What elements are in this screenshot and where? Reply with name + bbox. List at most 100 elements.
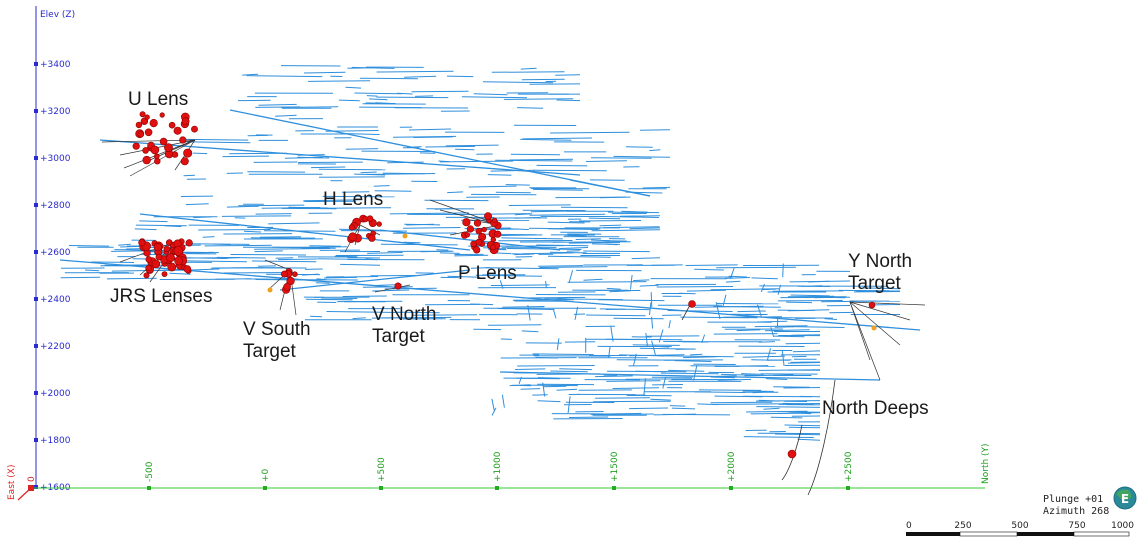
working-drive: [599, 224, 622, 227]
working-drive: [305, 298, 353, 301]
working-drive: [591, 229, 661, 232]
scale-bar-label: 750: [1068, 521, 1085, 531]
working-connector: [545, 280, 547, 289]
elevation-tick-label: +3000: [40, 154, 71, 164]
working-drive: [656, 286, 734, 288]
v-south-target-label: V South: [243, 319, 311, 340]
drill-intersection: [149, 118, 158, 128]
working-drive: [758, 369, 821, 371]
working-drive: [501, 237, 563, 240]
working-drive: [711, 403, 790, 405]
east-axis-zero-label: 0: [27, 476, 37, 482]
drill-trace: [449, 224, 501, 236]
drill-intersection: [366, 215, 374, 222]
working-connector: [643, 378, 646, 397]
working-drive: [243, 230, 262, 233]
working-drive: [530, 210, 584, 213]
drill-trace: [359, 224, 381, 236]
drill-intersection: [142, 147, 149, 154]
drill-intersection: [150, 145, 160, 155]
working-drive: [653, 413, 697, 416]
working-drive: [315, 282, 330, 284]
working-drive: [221, 215, 292, 217]
elevation-axis: Elev (Z) +3400 +3200 +3000 +2800 +2600 +2400 +…: [34, 6, 75, 493]
working-drive: [415, 95, 434, 97]
working-drive: [120, 245, 141, 248]
working-drive: [446, 75, 474, 78]
working-drive: [619, 215, 661, 217]
elevation-tick-mark: [34, 344, 38, 348]
working-drive: [788, 411, 821, 413]
working-drive: [311, 166, 346, 169]
working-drive: [765, 378, 788, 380]
working-drive: [649, 149, 661, 152]
drill-intersection: [173, 126, 182, 135]
elevation-tick-label: +3200: [40, 107, 71, 117]
working-drive: [259, 236, 302, 238]
working-drive: [515, 216, 541, 219]
elevation-tick-label: +2600: [40, 248, 71, 258]
working-drive: [230, 254, 307, 256]
compass-globe-icon[interactable]: E: [1113, 486, 1137, 510]
drill-intersection: [688, 300, 696, 308]
working-connector: [650, 292, 653, 308]
working-connector: [491, 407, 497, 416]
working-connector: [760, 283, 765, 293]
working-drive: [567, 281, 647, 283]
main-drive: [279, 269, 471, 291]
working-drive: [685, 264, 738, 266]
working-drive: [686, 289, 726, 292]
working-drive: [475, 274, 543, 277]
working-connector: [518, 376, 522, 384]
working-drive: [369, 98, 388, 101]
working-drive: [639, 129, 671, 131]
working-drive: [461, 96, 528, 99]
working-drive: [183, 257, 228, 259]
drill-intersection: [144, 128, 153, 137]
drill-intersection: [376, 221, 382, 227]
scale-bar-label: 0: [906, 521, 912, 531]
drill-intersection: [466, 225, 475, 233]
working-drive: [438, 160, 450, 163]
working-drive: [185, 243, 250, 245]
working-drive: [222, 155, 269, 158]
working-drive: [411, 90, 469, 93]
working-drive: [722, 316, 758, 319]
working-drive: [515, 368, 546, 370]
north-tick-label: +500: [377, 457, 387, 482]
drill-intersection: [145, 256, 153, 263]
working-drive: [435, 208, 453, 210]
working-drive: [547, 221, 585, 224]
working-drive: [758, 341, 775, 343]
working-drive: [713, 305, 781, 308]
drill-intersection: [179, 136, 187, 144]
working-connector: [556, 338, 560, 350]
working-drive: [68, 245, 110, 247]
underground-workings: [59, 65, 921, 441]
drill-trace: [807, 379, 836, 496]
working-drive: [671, 407, 696, 410]
working-drive: [254, 248, 331, 250]
working-drive: [393, 135, 457, 138]
working-drive: [376, 70, 454, 73]
drill-intersection: [135, 121, 143, 129]
drill-intersection: [154, 153, 160, 160]
working-drive: [375, 102, 392, 105]
working-drive: [246, 75, 323, 78]
north-tick-label: +1000: [493, 451, 503, 482]
north-axis: -500 +0 +500 +1000 +1500 +2000 +2500 North (Y): [30, 443, 991, 490]
working-drive: [323, 276, 357, 279]
drill-intersection: [161, 271, 168, 277]
working-drive: [183, 174, 195, 177]
elevation-tick-label: +2000: [40, 389, 71, 399]
north-tick-label: -500: [145, 461, 155, 482]
working-drive: [367, 252, 403, 254]
working-drive: [629, 227, 661, 230]
north-tick-label: +1500: [610, 451, 620, 482]
working-drive: [660, 372, 719, 375]
h-lens-label: H Lens: [323, 189, 383, 210]
drill-trace: [849, 301, 911, 321]
working-drive: [822, 296, 846, 299]
y-north-target-label: Y North: [848, 251, 912, 272]
working-connector: [693, 364, 698, 381]
